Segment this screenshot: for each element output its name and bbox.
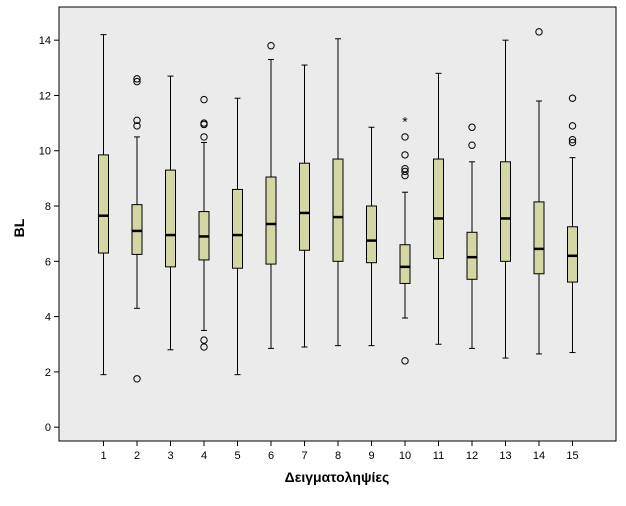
box-iqr (265, 176, 277, 265)
outlier-point (133, 116, 141, 125)
x-tick-label: 9 (368, 450, 374, 462)
box-group-8 (332, 38, 344, 347)
y-tick-label: 2 (45, 367, 51, 379)
x-tick-label: 7 (301, 450, 307, 462)
outlier-point (133, 375, 141, 383)
boxes-layer: * (98, 28, 578, 383)
box-iqr (299, 162, 310, 251)
outlier-point (133, 122, 141, 130)
x-tick-label: 8 (335, 450, 341, 462)
outlier-point (133, 75, 141, 83)
x-tick-label: 14 (533, 450, 545, 462)
box-iqr (433, 158, 444, 260)
x-tick-label: 6 (268, 450, 274, 462)
outlier-point (535, 28, 543, 36)
outlier-point (200, 343, 208, 351)
box-iqr (366, 205, 377, 264)
box-iqr (131, 204, 143, 255)
box-group-5 (232, 97, 243, 376)
box-group-3 (165, 75, 176, 351)
box-iqr (332, 158, 344, 262)
box-group-2 (131, 75, 143, 383)
x-axis-title: Δειγματοληψίες (285, 469, 390, 485)
y-tick-label: 6 (45, 256, 51, 268)
x-tick-label: 10 (399, 450, 411, 462)
outlier-point (133, 77, 141, 86)
x-tick-label: 3 (167, 450, 173, 462)
box-iqr (533, 201, 545, 275)
box-iqr (466, 231, 478, 280)
y-tick-label: 10 (39, 146, 51, 158)
box-iqr (232, 188, 243, 269)
y-tick-label: 4 (45, 312, 51, 324)
box-group-9 (366, 126, 377, 347)
outlier-point (568, 138, 577, 147)
outlier-point (267, 42, 275, 50)
x-tick-label: 15 (566, 450, 578, 462)
outlier-point (200, 95, 208, 104)
outlier-point (401, 167, 409, 176)
x-tick-label: 4 (201, 450, 207, 462)
y-tick-label: 0 (45, 422, 51, 434)
box-group-13 (500, 39, 511, 359)
outlier-point (468, 123, 476, 131)
box-iqr (165, 169, 176, 268)
y-axis-title: BL (11, 218, 27, 237)
x-tick-label: 5 (234, 450, 240, 462)
x-tick-label: 1 (100, 450, 106, 462)
outlier-point (401, 133, 409, 141)
x-tick-label: 2 (134, 450, 140, 462)
box-iqr (399, 244, 411, 284)
box-group-14 (533, 28, 545, 355)
extreme-point: * (402, 113, 408, 129)
x-tick-label: 11 (433, 450, 444, 462)
y-tick-label: 8 (45, 201, 51, 213)
outlier-point (401, 165, 409, 173)
outlier-point (568, 94, 577, 102)
box-group-6 (265, 42, 277, 349)
outlier-point (401, 171, 409, 180)
x-tick-label: 13 (499, 450, 511, 462)
box-group-4 (198, 95, 210, 351)
box-iqr (98, 154, 109, 254)
box-group-7 (299, 64, 310, 348)
outlier-point (200, 133, 208, 141)
outlier-point (568, 135, 577, 144)
box-group-1 (98, 34, 109, 376)
outlier-point (468, 141, 476, 149)
outlier-point (568, 122, 577, 130)
y-tick-label: 14 (39, 35, 51, 47)
outlier-point (401, 357, 409, 365)
box-group-11 (433, 72, 444, 345)
outlier-point (200, 119, 208, 127)
box-iqr (567, 226, 578, 283)
outlier-point (401, 151, 409, 159)
box-iqr (500, 161, 511, 262)
x-tick-label: 12 (466, 450, 478, 462)
box-group-15 (567, 94, 578, 354)
box-group-12 (466, 123, 478, 349)
y-tick-label: 12 (39, 90, 51, 102)
outlier-point (200, 336, 208, 344)
box-group-10: * (399, 113, 411, 365)
